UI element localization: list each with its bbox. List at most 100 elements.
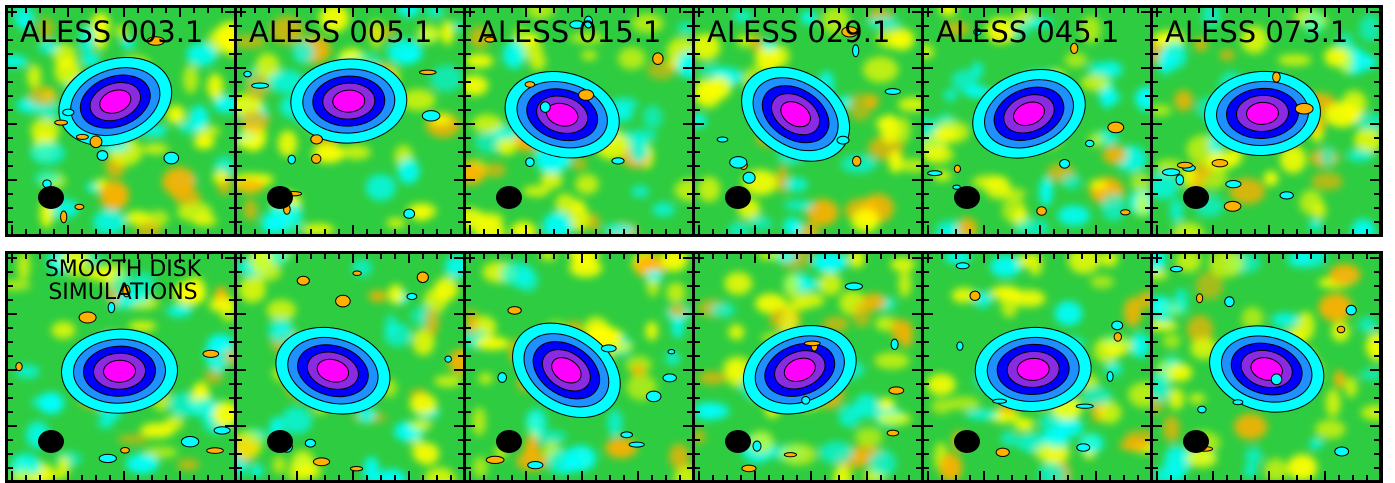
observed-panel-3: ALESS 015.1: [466, 8, 692, 234]
noise-contour: [953, 164, 962, 174]
noise-contour: [652, 52, 664, 66]
noise-contour: [927, 170, 943, 177]
noise-contour: [403, 208, 416, 219]
simulated-panel-1: SMOOTH DISK SIMULATIONS: [8, 254, 234, 480]
observed-row: ALESS 003.1 ALESS 005.1 ALESS 015.1 ALESS 0…: [5, 5, 1383, 237]
noise-contour: [888, 386, 905, 395]
noise-contour: [60, 210, 68, 224]
noise-contour: [146, 36, 165, 46]
noise-contour: [884, 88, 901, 95]
beam-ellipse: [38, 186, 64, 209]
noise-contour: [163, 151, 180, 165]
beam-ellipse: [267, 430, 293, 453]
simulated-panel-6: [1153, 254, 1379, 480]
noise-contour: [620, 431, 633, 439]
noise-contour: [484, 36, 496, 43]
noise-contour: [1224, 296, 1235, 308]
contour-level-5: [551, 357, 582, 384]
noise-contour: [497, 372, 508, 383]
contour-level-5: [1246, 101, 1279, 125]
noise-contour: [1162, 168, 1181, 177]
noise-contour: [1113, 332, 1123, 342]
noise-contour: [539, 101, 551, 113]
source-label: ALESS 029.1: [707, 15, 891, 49]
observed-panel-6: ALESS 073.1: [1153, 8, 1379, 234]
axis-ticks: [8, 254, 234, 480]
noise-contour: [716, 136, 729, 143]
noise-contour: [62, 108, 75, 117]
source-emission: [972, 68, 1086, 159]
noise-contour: [406, 292, 418, 301]
noise-contour: [803, 340, 821, 347]
contour-level-5: [780, 101, 811, 128]
noise-contour: [524, 81, 536, 88]
simulation-label: SMOOTH DISK SIMULATIONS: [8, 258, 234, 304]
noise-contour: [1279, 191, 1294, 200]
noise-contour: [1036, 206, 1047, 216]
noise-contour: [836, 135, 850, 145]
noise-contour: [801, 396, 811, 405]
noise-contour: [525, 157, 535, 167]
noise-contour: [583, 15, 594, 29]
noise-contour: [335, 294, 351, 308]
noise-contour: [783, 452, 798, 458]
axis-ticks: [466, 254, 692, 480]
source-emission: [275, 326, 391, 415]
noise-contour: [844, 282, 863, 291]
noise-contour: [507, 306, 522, 315]
axis-ticks: [924, 8, 1150, 234]
source-label: ALESS 073.1: [1165, 15, 1349, 49]
noise-contour: [890, 338, 899, 351]
noise-contour: [1294, 102, 1314, 115]
contour-level-5: [332, 89, 366, 113]
noise-contour: [1270, 373, 1283, 386]
noise-contour: [180, 436, 200, 448]
source-emission: [974, 326, 1092, 412]
beam-ellipse: [38, 430, 64, 453]
noise-contour: [310, 134, 323, 145]
simulated-panel-2: [237, 254, 463, 480]
axis-ticks: [237, 8, 463, 234]
beam-ellipse: [725, 430, 751, 453]
noise-field: [8, 254, 234, 480]
noise-contour: [75, 133, 89, 140]
simulation-label-line-2: SIMULATIONS: [48, 280, 198, 306]
noise-contour: [352, 270, 362, 276]
axis-ticks: [695, 254, 921, 480]
intensity-map: [695, 8, 921, 234]
noise-contour: [667, 349, 676, 355]
noise-contour: [1211, 159, 1229, 168]
noise-contour: [1176, 161, 1193, 169]
noise-contour: [628, 441, 645, 448]
noise-contour: [213, 426, 231, 435]
axis-ticks: [1153, 8, 1379, 234]
noise-contour: [995, 447, 1010, 458]
noise-contour: [956, 341, 964, 351]
noise-contour: [96, 150, 109, 161]
noise-contour: [569, 20, 585, 29]
beam-ellipse: [267, 186, 293, 209]
noise-contour: [485, 455, 505, 464]
noise-contour: [78, 311, 97, 324]
noise-contour: [1196, 293, 1204, 304]
axis-ticks: [695, 8, 921, 234]
noise-contour: [969, 290, 981, 301]
noise-contour: [419, 69, 437, 76]
axis-ticks: [1153, 254, 1379, 480]
noise-contour: [1076, 443, 1091, 452]
noise-contour: [752, 440, 762, 452]
simulated-panel-5: [924, 254, 1150, 480]
noise-contour: [741, 464, 757, 473]
simulated-panel-4: [695, 254, 921, 480]
noise-contour: [1272, 71, 1281, 83]
noise-contour: [107, 302, 116, 314]
noise-contour: [416, 271, 429, 284]
noise-contour: [1059, 159, 1071, 169]
intensity-map: [466, 254, 692, 480]
noise-contour: [886, 429, 900, 437]
observed-panel-5: ALESS 045.1: [924, 8, 1150, 234]
noise-contour: [955, 262, 970, 270]
noise-contour: [662, 373, 677, 383]
noise-contour: [15, 362, 23, 372]
